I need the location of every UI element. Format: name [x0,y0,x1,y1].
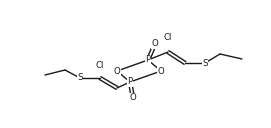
Text: O: O [152,40,158,49]
Text: O: O [158,67,164,76]
Text: P: P [127,77,133,87]
Text: O: O [114,67,120,76]
Text: P: P [146,56,151,65]
Text: O: O [130,93,136,103]
Text: S: S [77,73,83,83]
Text: Cl: Cl [164,34,172,42]
Text: Cl: Cl [96,61,104,70]
Text: S: S [202,58,208,67]
